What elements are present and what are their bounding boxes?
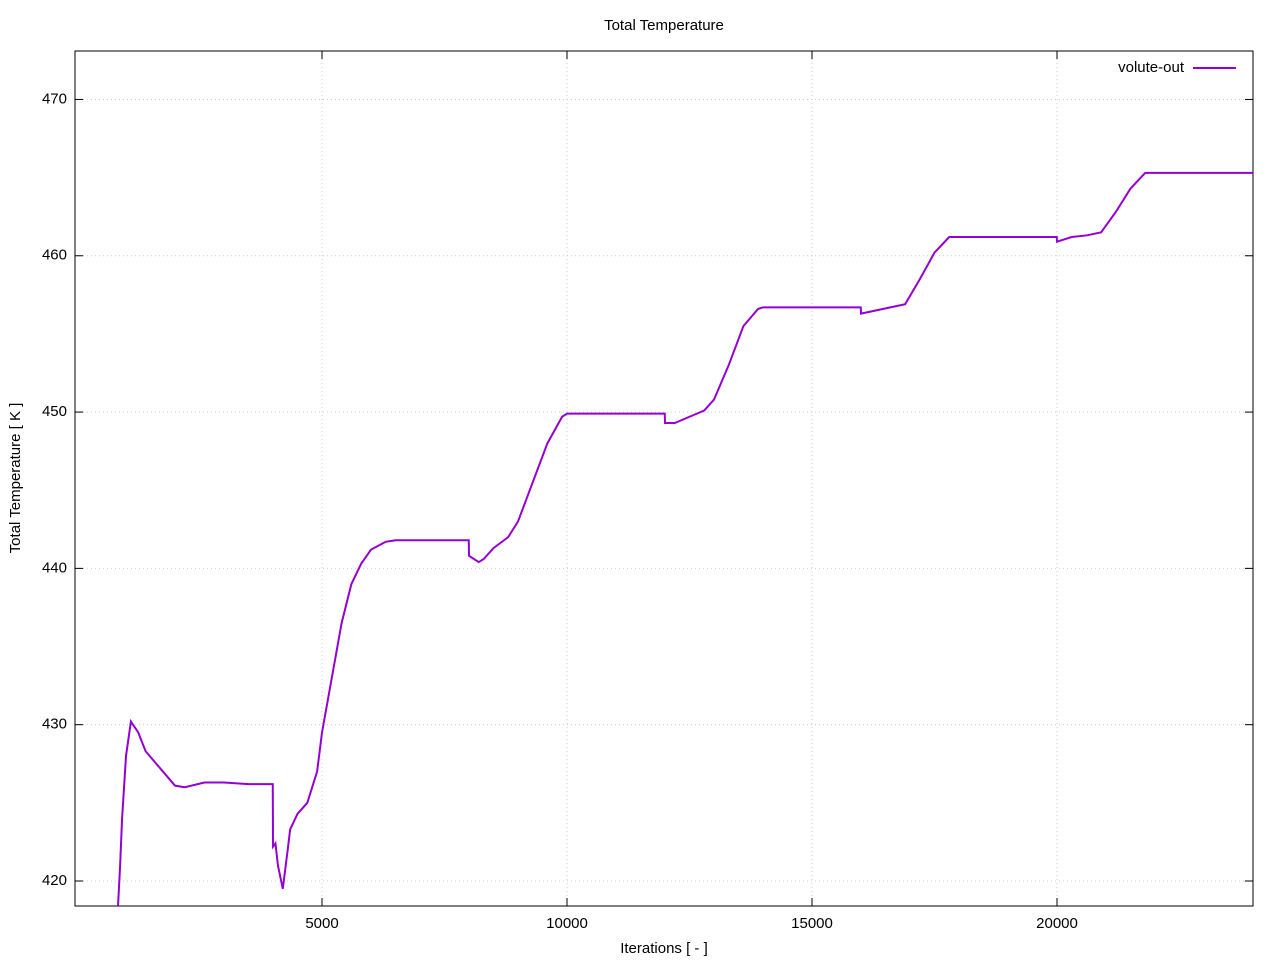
x-tick-label: 5000 [305,915,338,932]
plot-frame [74,50,1254,907]
x-axis-label: Iterations [ - ] [620,940,708,957]
x-tick-label: 10000 [546,915,588,932]
chart-title: Total Temperature [604,17,724,34]
x-tick-label: 20000 [1036,915,1078,932]
y-tick-label: 450 [42,403,67,420]
x-tick-label: 15000 [791,915,833,932]
y-tick-label: 440 [42,559,67,576]
legend-label: volute-out [1118,59,1185,76]
data-line [117,171,1253,906]
y-tick-label: 430 [42,716,67,733]
y-axis-label: Total Temperature [ K ] [7,403,24,554]
y-tick-label: 470 [42,90,67,107]
y-tick-label: 420 [42,872,67,889]
y-tick-label: 460 [42,247,67,264]
